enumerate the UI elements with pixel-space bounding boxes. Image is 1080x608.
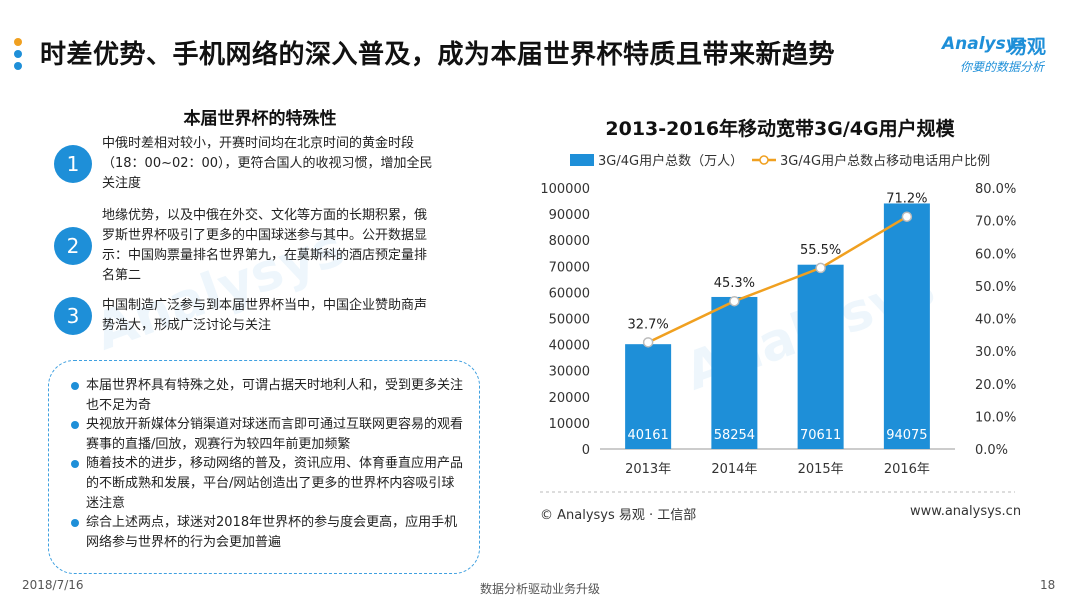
- legend-swatch-bars: [570, 154, 594, 166]
- title-decoration: [14, 38, 24, 74]
- y-tick-label: 100000: [540, 182, 590, 197]
- bullet-item: 本届世界杯具有特殊之处，可谓占据天时地利人和，受到更多关注也不足为奇: [70, 376, 465, 415]
- left-section-heading: 本届世界杯的特殊性: [183, 109, 337, 129]
- title-dot-3: [14, 62, 22, 70]
- y-tick-label: 90000: [549, 208, 590, 223]
- logo-mark: Analysys: [942, 34, 1027, 54]
- bar-2014年: [711, 296, 758, 449]
- y2-tick-label: 0.0%: [975, 443, 1008, 458]
- logo-tagline: 你要的数据分析: [960, 60, 1045, 74]
- x-tick-label: 2016年: [884, 462, 930, 477]
- point-text: 中国制造广泛参与到本届世界杯当中，中国企业赞助商声势浩大，形成广泛讨论与关注: [102, 298, 428, 333]
- y-tick-label: 80000: [549, 234, 590, 249]
- source-note: © Analysys 易观 · 工信部: [540, 508, 697, 523]
- chart-title: 2013-2016年移动宽带3G/4G用户规模: [605, 118, 955, 140]
- bar-value-label: 58254: [714, 428, 755, 443]
- analysys-logo: Analysys 易观 你要的数据分析: [942, 30, 1062, 76]
- ratio-value-label: 71.2%: [886, 192, 927, 207]
- page-number: 18: [1040, 578, 1056, 592]
- ratio-line: [647, 215, 908, 344]
- footer-date: 2018/7/16: [22, 578, 84, 592]
- y2-tick-label: 60.0%: [975, 247, 1016, 262]
- y-tick-label: 30000: [549, 365, 590, 380]
- bullet-item: 综合上述两点，球迷对2018年世界杯的参与度会更高，应用手机网络参与世界杯的行为…: [70, 513, 465, 552]
- ratio-value-label: 55.5%: [800, 243, 841, 258]
- point-number-badge: 3: [54, 297, 92, 335]
- ratio-point: [901, 211, 913, 222]
- legend-label-line: 3G/4G用户总数占移动电话用户比例: [780, 153, 990, 169]
- page-title: 时差优势、手机网络的深入普及，成为本届世界杯特质且带来新趋势: [40, 40, 836, 70]
- bar-2015年: [797, 264, 844, 449]
- bar-value-label: 94075: [886, 428, 927, 443]
- point-item-3: 3 中国制造广泛参与到本届世界杯当中，中国企业赞助商声势浩大，形成广泛讨论与关注: [54, 296, 434, 336]
- bar-value-label: 70611: [800, 428, 841, 443]
- bar-2013年: [625, 344, 672, 449]
- legend-marker-line: [759, 155, 769, 165]
- bar-value-label: 40161: [627, 428, 668, 443]
- bar-2016年: [883, 203, 930, 449]
- y-tick-label: 10000: [549, 417, 590, 432]
- ratio-point: [815, 262, 826, 274]
- y2-tick-label: 40.0%: [975, 313, 1016, 328]
- point-item-1: 1 中俄时差相对较小，开赛时间均在北京时间的黄金时段（18：00~02：00），…: [54, 134, 434, 194]
- y2-tick-label: 10.0%: [975, 410, 1016, 425]
- ratio-point: [642, 337, 654, 348]
- point-text: 中俄时差相对较小，开赛时间均在北京时间的黄金时段（18：00~02：00），更符…: [102, 136, 433, 191]
- y-tick-label: 50000: [549, 313, 590, 328]
- summary-bullets: 本届世界杯具有特殊之处，可谓占据天时地利人和，受到更多关注也不足为奇 央视放开新…: [70, 376, 465, 552]
- title-dot-1: [14, 38, 22, 46]
- y-tick-label: 20000: [549, 391, 590, 406]
- x-tick-label: 2013年: [625, 462, 671, 477]
- title-dot-2: [14, 50, 22, 58]
- y2-tick-label: 70.0%: [975, 215, 1016, 230]
- y-tick-label: 0: [582, 443, 590, 458]
- footer-slogan: 数据分析驱动业务升级: [479, 582, 600, 596]
- point-number-badge: 1: [54, 145, 92, 183]
- y-tick-label: 40000: [549, 339, 590, 354]
- ratio-value-label: 32.7%: [627, 317, 668, 332]
- bullet-item: 随着技术的进步，移动网络的普及，资讯应用、体育垂直应用产品的不断成熟和发展，平台…: [70, 454, 465, 513]
- y2-tick-label: 80.0%: [975, 182, 1016, 197]
- bullet-item: 央视放开新媒体分销渠道对球迷而言即可通过互联网更容易的观看赛事的直播/回放，观赛…: [70, 415, 465, 454]
- y2-tick-label: 50.0%: [975, 280, 1016, 295]
- y-tick-label: 60000: [549, 286, 590, 301]
- x-tick-label: 2015年: [798, 462, 844, 477]
- point-number-badge: 2: [54, 227, 92, 265]
- point-item-2: 2 地缘优势，以及中俄在外交、文化等方面的长期积累，俄罗斯世界杯吸引了更多的中国…: [54, 206, 434, 286]
- legend-label-bars: 3G/4G用户总数（万人）: [598, 153, 743, 169]
- ratio-value-label: 45.3%: [714, 276, 755, 291]
- summary-box: [48, 360, 480, 574]
- x-tick-label: 2014年: [711, 462, 757, 477]
- logo-cn-name: 易观: [1008, 36, 1047, 58]
- y-tick-label: 70000: [549, 260, 590, 275]
- y2-tick-label: 30.0%: [975, 345, 1016, 360]
- y2-tick-label: 20.0%: [975, 378, 1016, 393]
- source-website: www.analysys.cn: [910, 504, 1022, 519]
- point-text: 地缘优势，以及中俄在外交、文化等方面的长期积累，俄罗斯世界杯吸引了更多的中国球迷…: [102, 208, 428, 283]
- ratio-point: [729, 295, 740, 307]
